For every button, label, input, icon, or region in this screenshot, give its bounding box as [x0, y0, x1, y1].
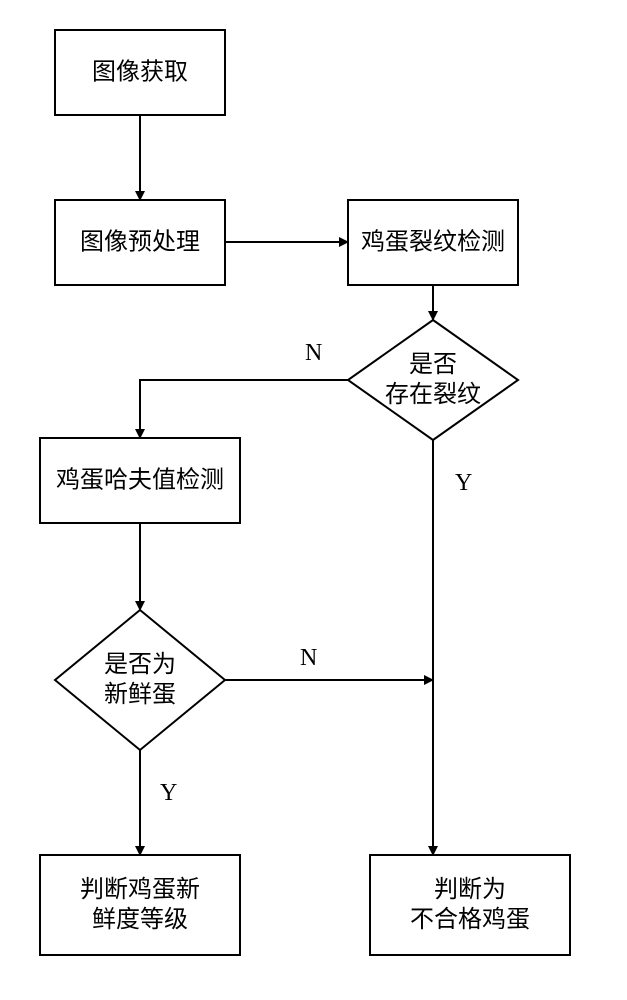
decision-diamond	[348, 320, 518, 440]
node-label: 图像预处理	[80, 229, 200, 256]
process-box	[40, 855, 240, 955]
edge-label: Y	[455, 470, 472, 496]
node-label: 图像获取	[92, 59, 188, 86]
node-label: 不合格鸡蛋	[410, 906, 530, 933]
node-label: 判断为	[434, 876, 506, 903]
process-box	[370, 855, 570, 955]
node-label: 判断鸡蛋新	[80, 876, 200, 903]
node-label: 鸡蛋裂纹检测	[361, 229, 505, 256]
node-label: 鲜度等级	[92, 906, 188, 933]
flowchart-canvas: N Y N Y 图像获取图像预处理 鸡蛋裂纹检测是否存在裂纹鸡蛋哈夫值检测是否为新鲜蛋判断…	[0, 0, 627, 1000]
edge-label: Y	[160, 780, 177, 806]
node-label: 是否	[409, 352, 457, 378]
node-label: 鸡蛋哈夫值检测	[56, 467, 224, 494]
edge	[140, 380, 348, 438]
decision-diamond	[55, 610, 225, 750]
edge-label: N	[305, 340, 322, 366]
node-label: 新鲜蛋	[104, 681, 176, 708]
edge-label: N	[300, 645, 317, 671]
node-label: 存在裂纹	[385, 381, 481, 408]
node-label: 是否为	[104, 651, 176, 678]
